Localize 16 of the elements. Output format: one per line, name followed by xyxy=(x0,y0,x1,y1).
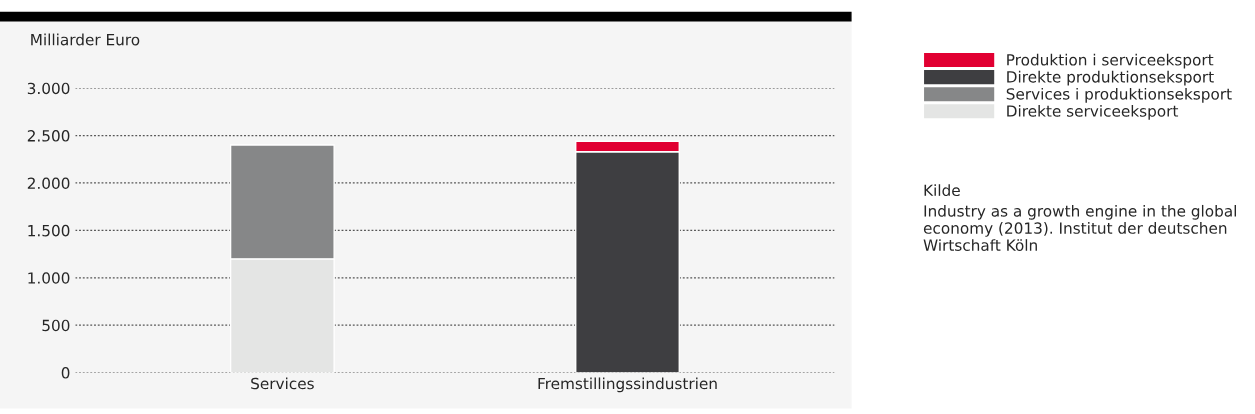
legend-label: Direkte serviceeksport xyxy=(1007,104,1179,120)
y-tick-label: 500 xyxy=(42,319,70,332)
text: Kilde xyxy=(924,184,960,197)
x-tick-label: Fremstillingssindustrien xyxy=(538,377,717,393)
y-tick-label: 1.500 xyxy=(28,224,70,237)
x-tick-label: Services xyxy=(251,377,314,390)
y-tick-label: 0 xyxy=(61,367,70,379)
y-tick-label: 3.000 xyxy=(27,82,70,95)
y-tick-label: 2.000 xyxy=(27,177,70,190)
y-tick-label: 1.000 xyxy=(28,272,70,284)
text: Industry as a growth engine in the global economy (2013). Institut der deutschen Wirtschaft Köln xyxy=(923,204,1236,251)
legend-label: Services i produktionseksport xyxy=(1006,87,1232,103)
y-axis-title: Milliarder Euro xyxy=(31,33,140,46)
y-tick-label: 2.500 xyxy=(27,130,70,142)
legend-label: Produktion i serviceeksport xyxy=(1007,53,1214,69)
legend-label: Direkte produktionseksport xyxy=(1007,70,1214,86)
